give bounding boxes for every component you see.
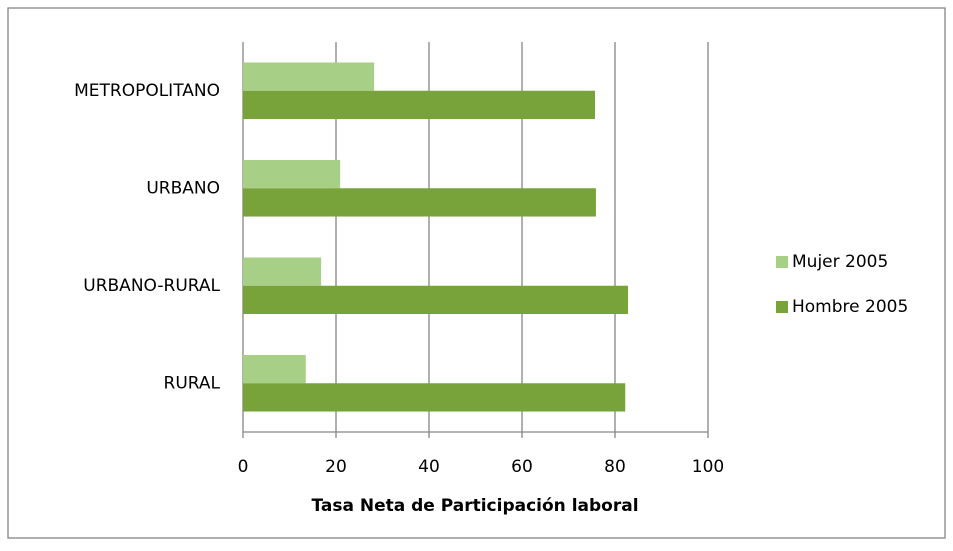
legend-swatch <box>776 256 788 268</box>
bar <box>243 354 306 384</box>
y-tick-label: URBANO-RURAL <box>83 276 220 296</box>
bar <box>243 285 629 315</box>
x-tick-label: 100 <box>692 457 724 477</box>
legend-label: Hombre 2005 <box>792 297 908 317</box>
x-tick-label: 20 <box>325 457 347 477</box>
bar <box>243 188 596 217</box>
x-tick-label: 40 <box>418 457 440 477</box>
bar <box>243 159 341 189</box>
y-tick-label: RURAL <box>164 373 221 393</box>
bar <box>243 62 375 91</box>
bar <box>243 90 596 120</box>
y-tick-label: URBANO <box>146 178 220 198</box>
x-tick-label: 0 <box>238 457 249 477</box>
legend-swatch <box>776 301 788 313</box>
x-axis-label: Tasa Neta de Participación laboral <box>311 496 638 516</box>
x-tick-label: 60 <box>511 457 533 477</box>
x-tick-label: 80 <box>604 457 626 477</box>
legend-label: Mujer 2005 <box>792 252 888 272</box>
bar <box>243 383 626 412</box>
y-tick-label: METROPOLITANO <box>74 81 220 101</box>
bar <box>243 257 322 286</box>
